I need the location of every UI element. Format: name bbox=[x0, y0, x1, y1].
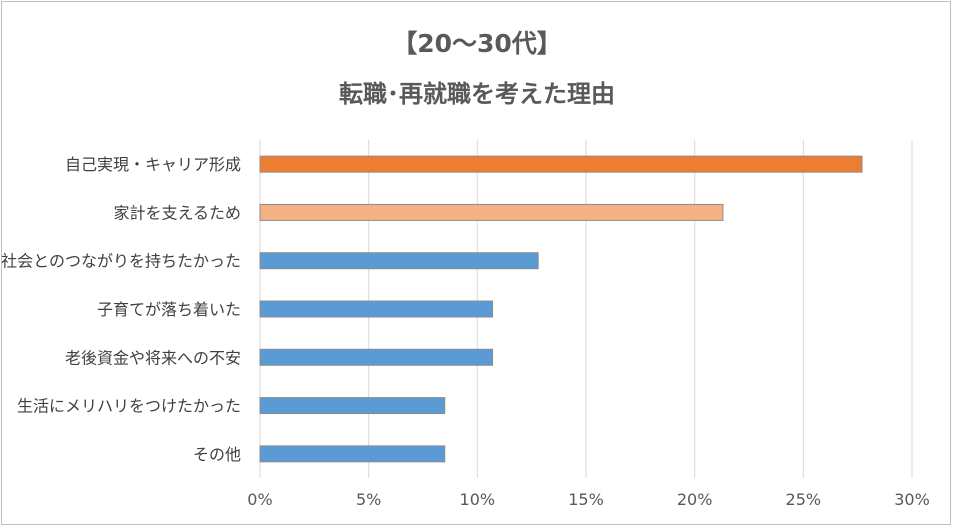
x-tick-label: 15% bbox=[568, 490, 604, 509]
chart-subtitle: 転職･再就職を考えた理由 bbox=[339, 80, 615, 108]
category-label: 自己実現・キャリア形成 bbox=[65, 155, 241, 174]
category-label: 家計を支えるため bbox=[113, 203, 241, 222]
bar bbox=[259, 397, 446, 415]
x-tick-label: 10% bbox=[460, 490, 496, 509]
bar bbox=[259, 348, 494, 366]
bar bbox=[259, 155, 863, 173]
category-label: その他 bbox=[193, 445, 241, 464]
bar bbox=[259, 445, 446, 463]
x-tick-label: 0% bbox=[247, 490, 272, 509]
bar bbox=[259, 252, 539, 270]
bar bbox=[259, 300, 494, 318]
category-label: 社会とのつながりを持ちたかった bbox=[1, 252, 241, 271]
category-label: 生活にメリハリをつけたかった bbox=[17, 397, 241, 416]
chart-title: 【20～30代】 bbox=[392, 29, 562, 58]
x-tick-label: 20% bbox=[677, 490, 713, 509]
category-label: 子育てが落ち着いた bbox=[97, 300, 241, 319]
x-tick-label: 5% bbox=[356, 490, 381, 509]
category-label: 老後資金や将来への不安 bbox=[65, 348, 241, 367]
bar bbox=[259, 203, 724, 221]
x-tick-label: 25% bbox=[786, 490, 822, 509]
x-tick-label: 30% bbox=[894, 490, 930, 509]
